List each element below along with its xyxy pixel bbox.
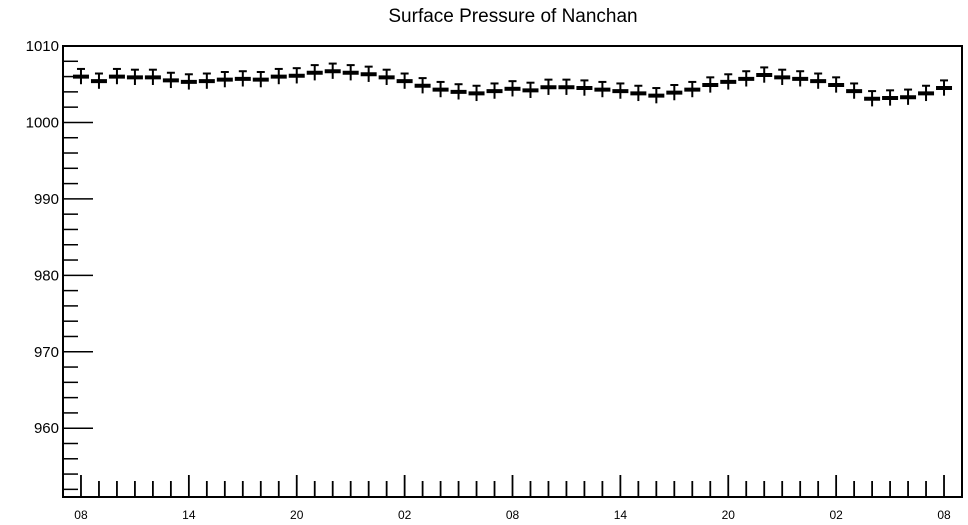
- data-point: [774, 68, 791, 85]
- chart-title: Surface Pressure of Nanchan: [388, 6, 637, 27]
- x-tick-label: 14: [614, 508, 628, 522]
- data-point: [792, 70, 809, 87]
- data-point: [882, 89, 899, 106]
- data-point: [180, 73, 197, 90]
- data-point: [864, 90, 881, 107]
- data-point: [126, 68, 143, 85]
- data-point: [738, 70, 755, 87]
- data-point: [288, 67, 305, 84]
- data-point: [576, 79, 593, 96]
- x-tick-label: 20: [722, 508, 736, 522]
- data-point: [144, 68, 161, 85]
- data-point: [504, 80, 521, 97]
- x-tick-label: 08: [74, 508, 88, 522]
- data-point: [486, 82, 503, 99]
- data-point: [702, 76, 719, 93]
- data-point: [468, 84, 485, 102]
- data-point: [630, 84, 647, 102]
- data-points: [72, 62, 953, 107]
- data-point: [216, 70, 233, 88]
- y-tick-label: 970: [34, 344, 59, 361]
- data-point: [306, 64, 323, 81]
- data-point: [234, 70, 251, 87]
- data-point: [252, 70, 269, 88]
- x-tick-label: 14: [182, 508, 196, 522]
- x-tick-label: 08: [506, 508, 520, 522]
- data-point: [378, 68, 395, 85]
- data-point: [648, 87, 665, 104]
- data-point: [846, 82, 863, 99]
- data-point: [720, 73, 737, 90]
- data-point: [684, 80, 701, 98]
- data-point: [396, 72, 413, 89]
- plot-frame: [62, 45, 963, 498]
- data-point: [756, 66, 773, 83]
- data-point: [522, 81, 539, 98]
- data-point: [270, 67, 287, 85]
- data-point: [450, 83, 467, 100]
- data-point: [936, 79, 953, 96]
- x-tick-label: 02: [398, 508, 412, 522]
- data-point: [108, 67, 125, 85]
- x-tick-label: 02: [829, 508, 843, 522]
- x-tick-label: 20: [290, 508, 304, 522]
- data-point: [828, 76, 845, 93]
- data-point: [198, 72, 215, 89]
- data-point: [918, 84, 935, 102]
- data-point: [414, 77, 431, 94]
- y-tick-label: 960: [34, 420, 59, 437]
- data-point: [810, 72, 827, 89]
- data-point: [612, 82, 629, 99]
- data-point: [594, 80, 611, 98]
- y-axis: 960 970 980 990 1000 1010: [26, 38, 93, 491]
- data-point: [162, 71, 179, 89]
- data-point: [666, 83, 683, 101]
- x-tick-label: 08: [937, 508, 951, 522]
- data-point: [342, 64, 359, 81]
- data-point: [540, 78, 557, 95]
- x-axis: 08 14 20 02 08 14 20 02 08: [74, 475, 951, 522]
- data-point: [72, 67, 89, 85]
- y-tick-label: 990: [34, 191, 59, 208]
- y-tick-label: 1010: [26, 38, 59, 55]
- data-point: [432, 80, 449, 98]
- data-point: [360, 65, 377, 82]
- y-tick-label: 1000: [26, 114, 59, 131]
- data-point: [900, 88, 917, 105]
- data-point: [90, 72, 107, 89]
- y-tick-label: 980: [34, 267, 59, 284]
- data-point: [558, 78, 575, 95]
- data-point: [324, 62, 341, 79]
